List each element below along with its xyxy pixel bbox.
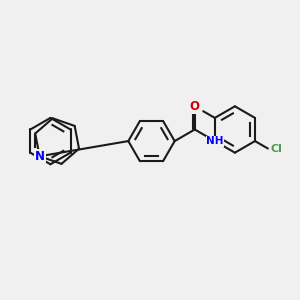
Text: NH: NH [206,136,224,146]
Text: O: O [190,100,200,113]
Text: N: N [34,150,45,163]
Text: Cl: Cl [271,143,283,154]
